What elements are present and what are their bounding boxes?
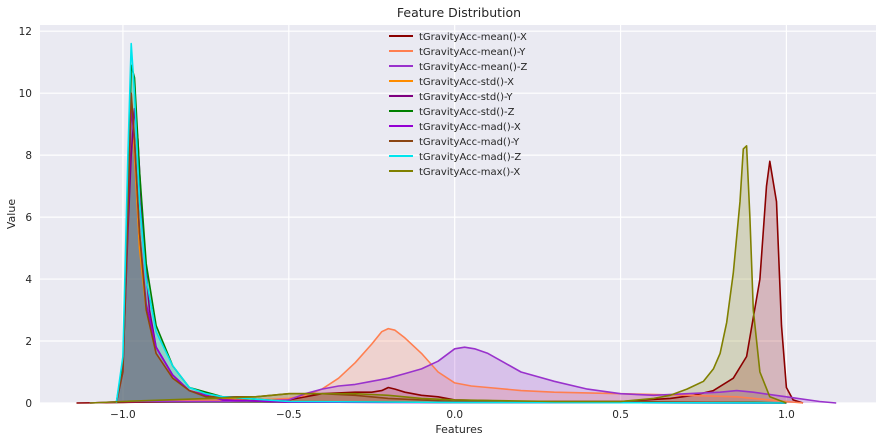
x-axis-label: Features bbox=[435, 423, 483, 436]
series-line-8 bbox=[115, 92, 787, 404]
legend-label: tGravityAcc-mad()-Y bbox=[419, 137, 520, 148]
series-lines bbox=[76, 42, 837, 404]
series-line-2 bbox=[89, 327, 804, 404]
x-tick-label: 0.5 bbox=[612, 409, 629, 421]
series-area-3 bbox=[89, 347, 837, 403]
y-tick-label: 8 bbox=[25, 150, 32, 162]
x-tick-label: 1.0 bbox=[778, 409, 795, 421]
legend-label: tGravityAcc-mean()-Z bbox=[419, 62, 527, 73]
series-area-10 bbox=[89, 145, 787, 404]
legend-label: tGravityAcc-std()-Y bbox=[419, 92, 513, 103]
series-area-2 bbox=[89, 328, 804, 403]
series-line-3 bbox=[89, 346, 837, 404]
x-tick-label: −1.0 bbox=[110, 409, 136, 421]
x-tick-label: −0.5 bbox=[276, 409, 302, 421]
y-tick-label: 4 bbox=[25, 274, 32, 286]
series-line-10 bbox=[89, 145, 787, 404]
legend-label: tGravityAcc-max()-X bbox=[419, 167, 520, 178]
legend: tGravityAcc-mean()-X tGravityAcc-mean()-Y… bbox=[389, 32, 527, 178]
y-tick-label: 2 bbox=[25, 336, 32, 348]
tick-labels: −1.0 −0.5 0.0 0.5 1.0 0 2 4 6 8 10 12 bbox=[19, 26, 795, 421]
legend-label: tGravityAcc-std()-Z bbox=[419, 107, 515, 118]
plot-background bbox=[40, 25, 876, 403]
legend-label: tGravityAcc-mean()-X bbox=[419, 32, 527, 43]
legend-label: tGravityAcc-mean()-Y bbox=[419, 47, 526, 58]
series-fills bbox=[76, 43, 837, 404]
y-tick-label: 0 bbox=[25, 398, 32, 410]
grid bbox=[40, 25, 876, 404]
y-tick-label: 10 bbox=[19, 88, 32, 100]
legend-label: tGravityAcc-mad()-X bbox=[419, 122, 521, 133]
series-line-9 bbox=[115, 42, 787, 404]
chart-title: Feature Distribution bbox=[397, 5, 521, 20]
legend-label: tGravityAcc-mad()-Z bbox=[419, 152, 521, 163]
y-tick-label: 6 bbox=[25, 212, 32, 224]
y-tick-label: 12 bbox=[19, 26, 32, 38]
x-tick-label: 0.0 bbox=[446, 409, 463, 421]
legend-label: tGravityAcc-std()-X bbox=[419, 77, 514, 88]
y-axis-label: Value bbox=[5, 199, 18, 229]
